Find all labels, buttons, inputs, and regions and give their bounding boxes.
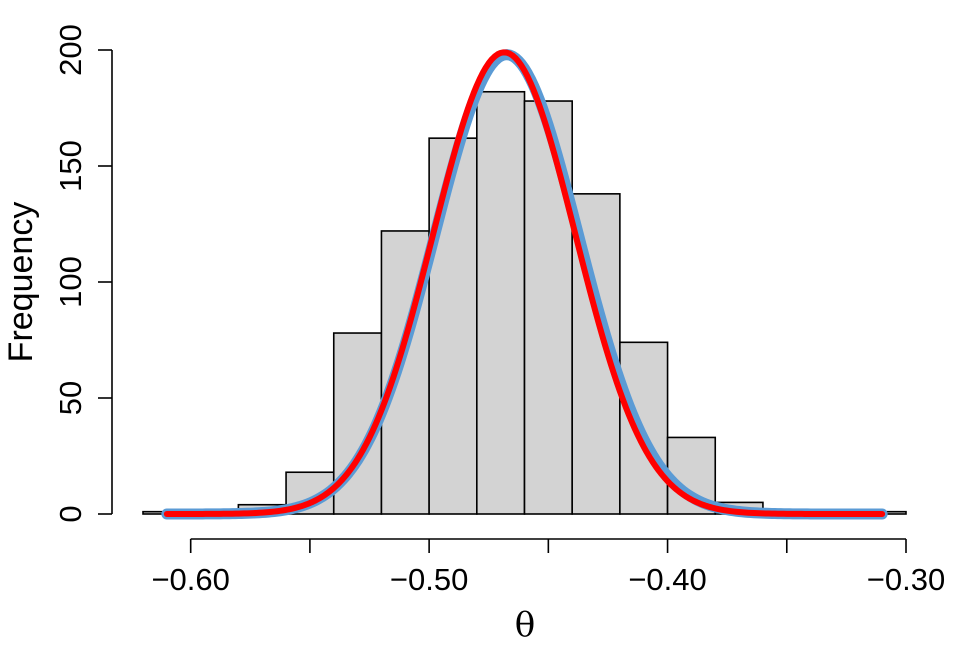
density-curve-red: [163, 49, 886, 517]
x-tick-label: −0.60: [151, 562, 229, 597]
y-axis-title: Frequency: [2, 202, 40, 363]
x-tick-label: −0.50: [390, 562, 468, 597]
y-tick-label: 200: [53, 24, 88, 76]
x-tick-label: −0.30: [867, 562, 945, 597]
x-axis-title: θ: [515, 605, 535, 645]
density-curves: [161, 49, 888, 520]
histogram-bar: [476, 90, 526, 515]
y-tick-label: 0: [53, 505, 88, 522]
y-axis: 0 50 100 150 200: [53, 24, 113, 523]
y-tick-label: 150: [53, 140, 88, 192]
histogram-bars: [142, 90, 907, 515]
y-tick-label: 50: [53, 381, 88, 415]
y-tick-label: 100: [53, 256, 88, 308]
x-axis: −0.60 −0.50 −0.40 −0.30: [151, 538, 945, 597]
histogram-bar: [428, 137, 478, 515]
x-tick-label: −0.40: [628, 562, 706, 597]
